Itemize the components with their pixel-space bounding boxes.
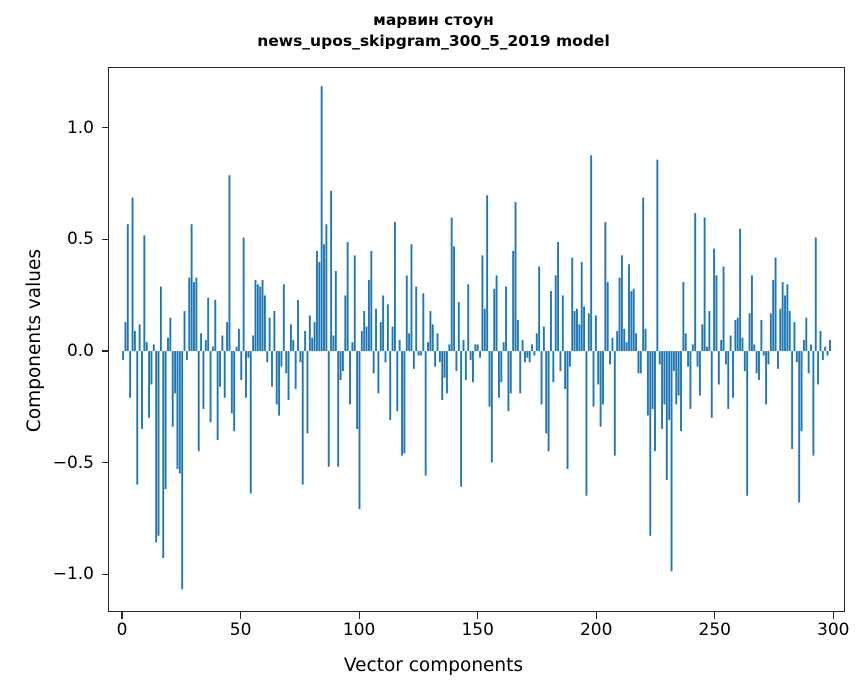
- y-tick-label: −1.0: [52, 564, 94, 585]
- x-tick-label: 150: [461, 620, 494, 640]
- y-tick-label: 0.0: [66, 341, 94, 362]
- x-tick-mark: [595, 612, 597, 619]
- y-axis-tick-labels: −1.0 −0.5 0.0 0.5 1.0: [22, 0, 94, 696]
- y-tick-mark: [101, 573, 109, 576]
- chart-title-line-2: news_upos_skipgram_300_5_2019 model: [257, 31, 610, 50]
- x-tick-mark: [477, 612, 479, 619]
- x-tick-mark: [714, 612, 716, 619]
- y-tick-label: 0.5: [66, 229, 94, 250]
- chart-title: марвин стоун news_upos_skipgram_300_5_20…: [0, 10, 867, 51]
- y-tick-mark: [101, 462, 109, 464]
- x-tick-mark: [121, 612, 123, 619]
- y-tick-mark: [101, 127, 109, 129]
- x-tick-label: 100: [342, 620, 376, 640]
- x-tick-label: 200: [579, 620, 613, 640]
- x-tick-label: 300: [817, 620, 850, 640]
- x-tick-label: 250: [698, 620, 731, 640]
- chart-title-line-1: марвин стоун: [373, 11, 494, 29]
- y-tick-label: 1.0: [66, 117, 94, 138]
- x-tick-label: 0: [116, 620, 128, 640]
- y-axis-tick-marks: [0, 0, 120, 696]
- x-axis-label: Vector components: [343, 655, 524, 676]
- x-tick-label: 50: [229, 620, 252, 640]
- x-tick-mark: [239, 612, 242, 619]
- bar-series: [122, 86, 831, 590]
- y-tick-mark: [101, 350, 109, 352]
- plot-area: [108, 67, 845, 612]
- y-tick-mark: [101, 238, 109, 241]
- y-tick-label: −0.5: [52, 452, 94, 473]
- y-axis-label: Components values: [24, 248, 45, 433]
- x-tick-mark: [832, 612, 834, 619]
- x-tick-mark: [358, 612, 360, 619]
